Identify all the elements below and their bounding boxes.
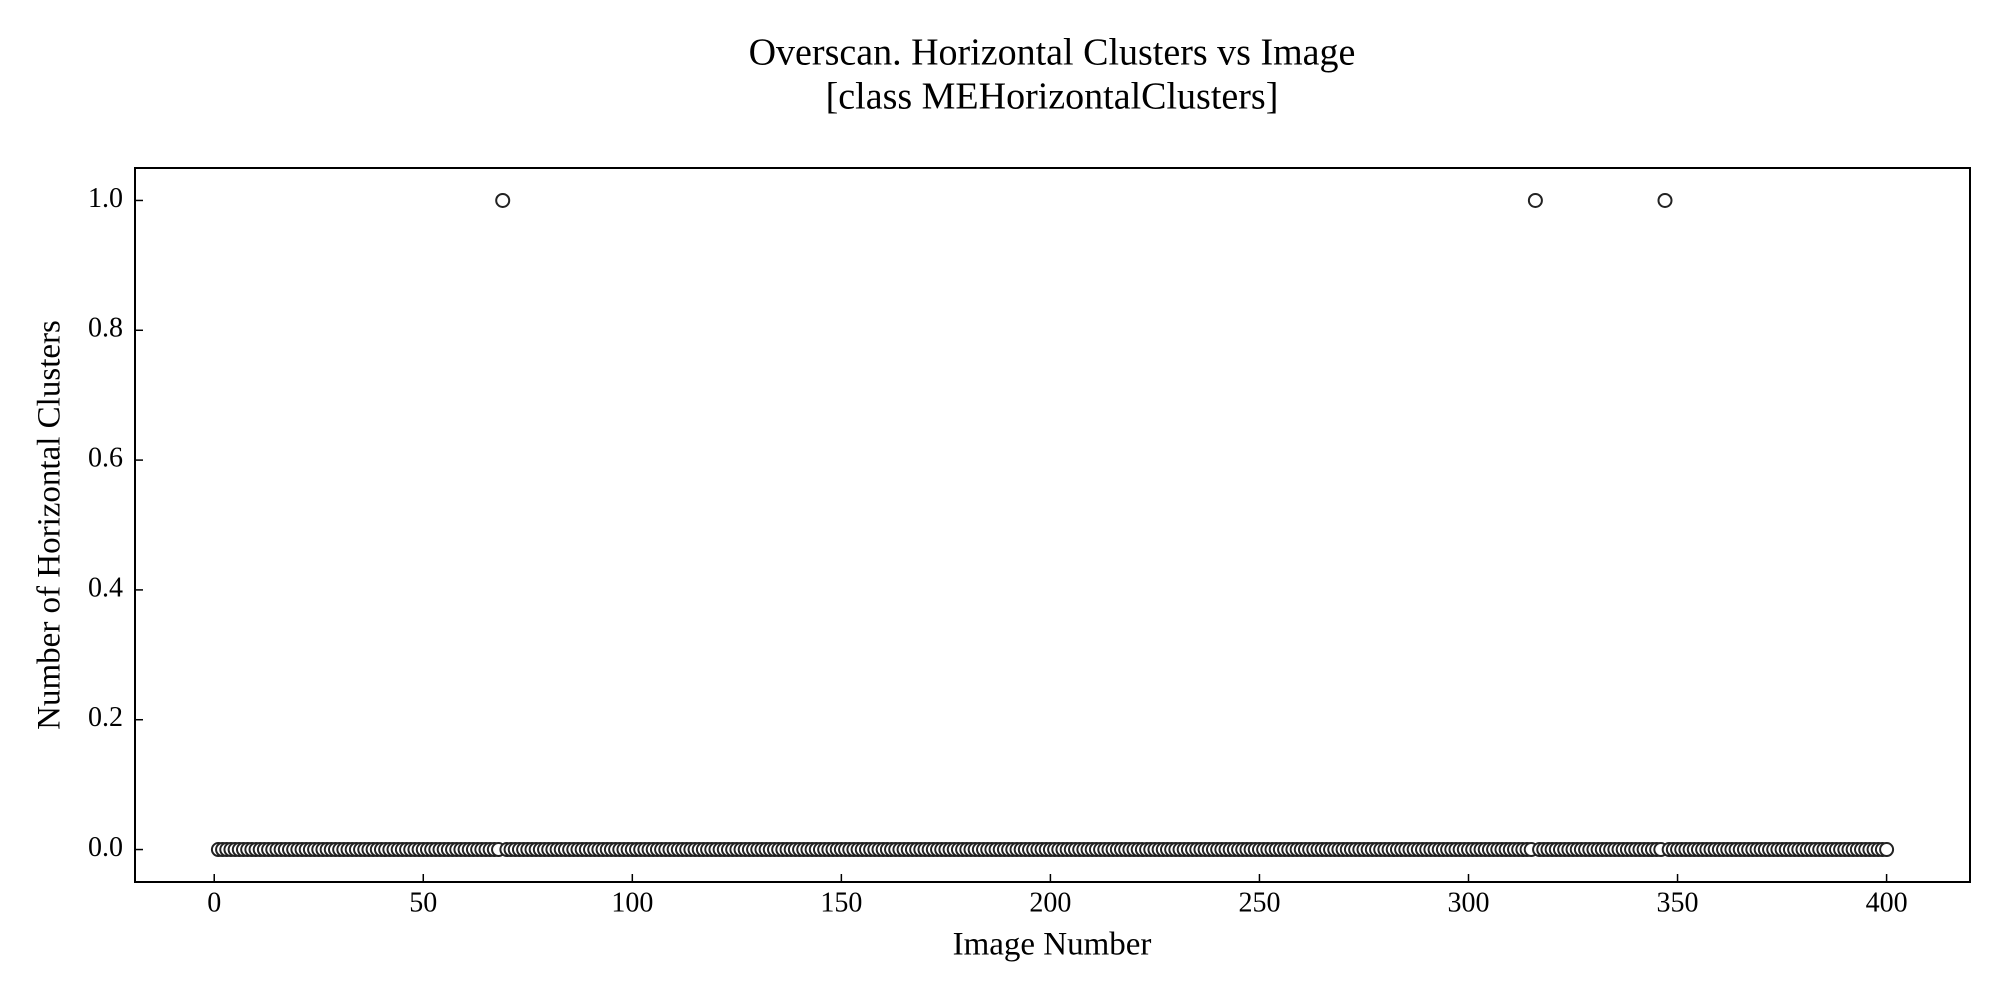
data-point: [1527, 192, 1543, 208]
chart-title: Overscan. Horizontal Clusters vs Image: [749, 32, 1356, 74]
y-tick-label: 0.4: [88, 572, 123, 603]
y-axis-label: Number of Horizontal Clusters: [32, 320, 68, 730]
x-tick-label: 400: [1866, 887, 1908, 918]
y-tick-label: 0.0: [88, 832, 123, 863]
data-point: [495, 192, 511, 208]
data-point: [1879, 842, 1895, 858]
plot-frame: [134, 167, 1971, 883]
x-tick-label: 350: [1657, 887, 1699, 918]
y-tick-label: 0.2: [88, 702, 123, 733]
x-tick-label: 200: [1029, 887, 1071, 918]
x-tick-label: 150: [820, 887, 862, 918]
y-tick-label: 1.0: [88, 183, 123, 214]
x-tick-label: 250: [1238, 887, 1280, 918]
chart-subtitle: [class MEHorizontalClusters]: [826, 76, 1279, 118]
x-tick-label: 300: [1448, 887, 1490, 918]
y-tick-label: 0.6: [88, 443, 123, 474]
x-axis-label: Image Number: [953, 927, 1152, 963]
x-tick-label: 100: [611, 887, 653, 918]
y-tick-label: 0.8: [88, 313, 123, 344]
data-point: [1657, 192, 1673, 208]
x-tick-label: 0: [207, 887, 221, 918]
x-tick-label: 50: [409, 887, 437, 918]
